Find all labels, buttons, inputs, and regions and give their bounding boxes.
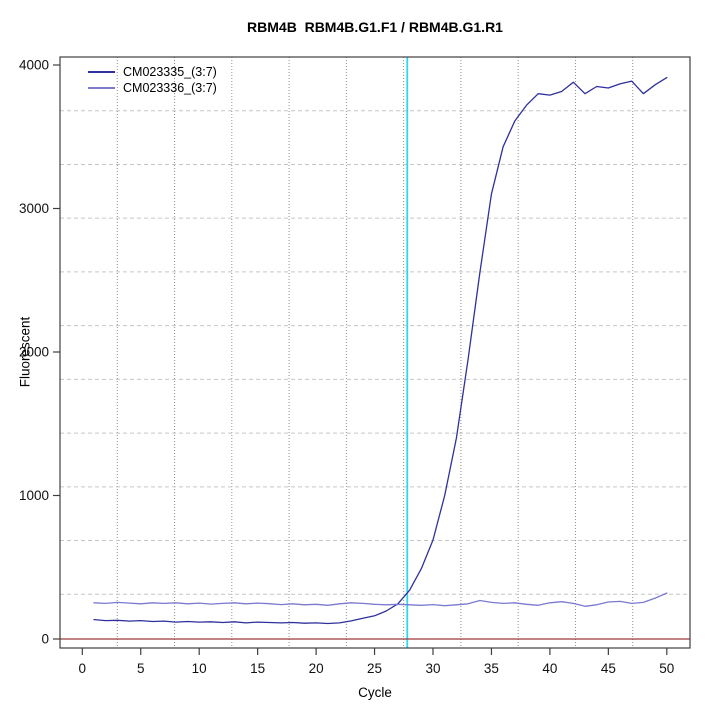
x-axis-label: Cycle	[358, 685, 392, 700]
legend-item-cm023336: CM023336_(3:7)	[88, 81, 217, 95]
series-curve-1	[93, 76, 668, 625]
x-tick-label: 35	[484, 661, 499, 676]
x-tick-label: 40	[542, 661, 557, 676]
chart-title: RBM4B RBM4B.G1.F1 / RBM4B.G1.R1	[247, 19, 503, 35]
y-axis-label: Fluorescent	[17, 316, 33, 388]
legend-label: CM023336_(3:7)	[123, 81, 217, 95]
x-tick-label: 10	[192, 661, 207, 676]
x-tick-label: 30	[425, 661, 440, 676]
series2-line-swatch	[88, 87, 115, 89]
x-tick-label: 20	[309, 661, 324, 676]
y-tick-label: 4000	[19, 58, 49, 73]
series-curve-2	[93, 592, 668, 607]
legend-item-cm023335: CM023335_(3:7)	[88, 65, 217, 79]
x-tick-label: 25	[367, 661, 382, 676]
legend-label: CM023335_(3:7)	[123, 65, 217, 79]
legend: CM023335_(3:7) CM023336_(3:7)	[88, 65, 217, 95]
x-tick-label: 45	[601, 661, 616, 676]
y-tick-label: 3000	[19, 201, 49, 216]
y-tick-label: 1000	[19, 488, 49, 503]
x-tick-label: 15	[250, 661, 265, 676]
y-tick-label: 0	[41, 632, 49, 647]
y-tick-label: 2000	[19, 345, 49, 360]
x-tick-label: 0	[79, 661, 87, 676]
x-tick-label: 5	[137, 661, 145, 676]
x-tick-label: 50	[659, 661, 674, 676]
series1-line-swatch	[88, 71, 115, 73]
plot-box	[59, 56, 691, 649]
